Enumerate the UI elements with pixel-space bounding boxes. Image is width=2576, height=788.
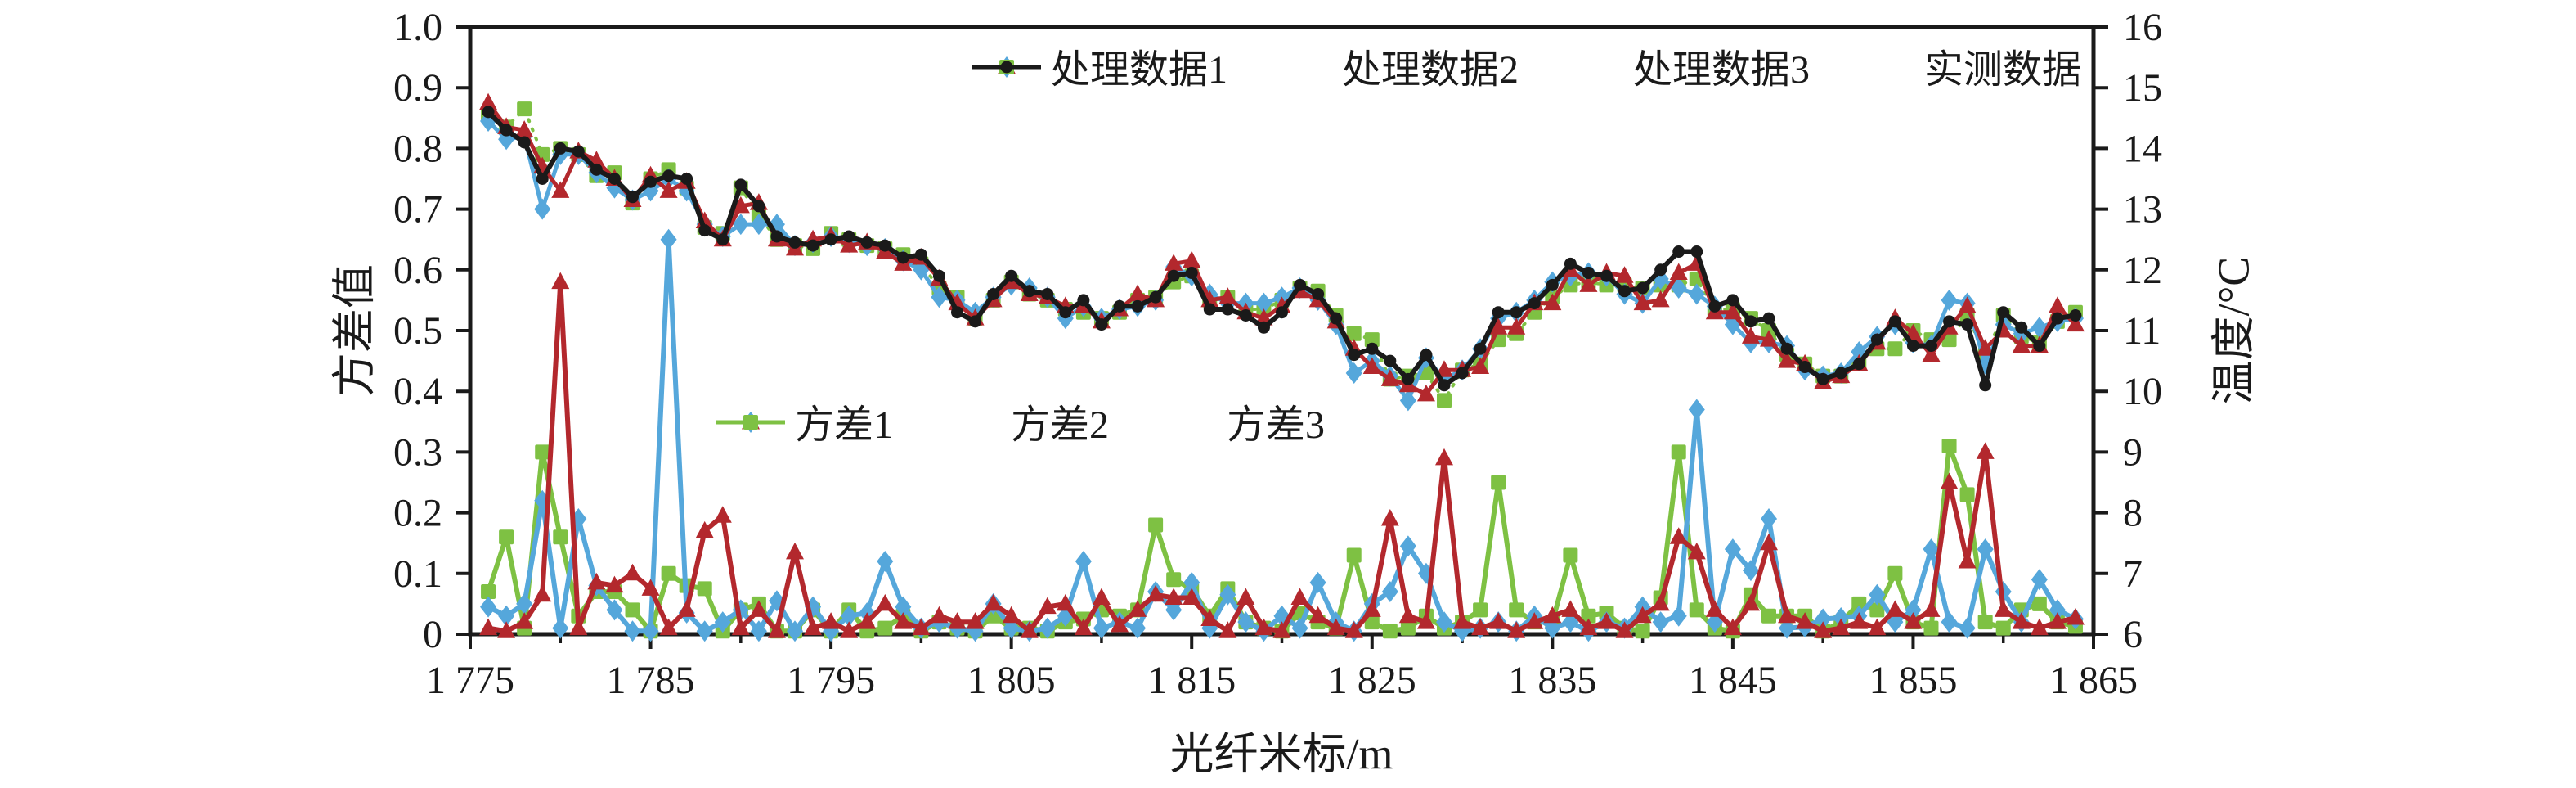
svg-text:1 855: 1 855 [1869,659,1957,702]
svg-text:0.2: 0.2 [393,492,442,535]
svg-text:0.4: 0.4 [393,370,442,413]
series-处理数据1 [479,92,2085,402]
svg-text:0.3: 0.3 [393,430,442,474]
svg-text:1 795: 1 795 [787,659,875,702]
svg-text:1 805: 1 805 [967,659,1056,702]
svg-text:0.8: 0.8 [393,127,442,170]
svg-text:1 825: 1 825 [1328,659,1416,702]
legend-variance: 方差1 方差2 方差3 [713,406,1325,445]
svg-text:14: 14 [2123,127,2162,170]
svg-text:0.1: 0.1 [393,552,442,596]
svg-text:0.6: 0.6 [393,249,442,292]
svg-text:1 865: 1 865 [2049,659,2138,702]
legend-label: 处理数据3 [1633,48,1811,92]
legend-item-measured: 实测数据 [972,48,2082,92]
svg-text:0.7: 0.7 [393,188,442,232]
legend-label: 处理数据2 [1342,48,1519,92]
legend-marker-circle-icon [972,54,1918,87]
svg-text:12: 12 [2123,249,2162,292]
svg-text:0.9: 0.9 [393,66,442,110]
x-axis-label: 光纤米标/m [1169,729,1393,779]
legend-item-variance-3: 方差3 [716,403,1326,447]
series-实测数据 [482,106,2082,392]
legend-marker-square-icon [972,54,1627,87]
legend-item-processed-2: 处理数据2 [972,48,1519,92]
svg-text:0: 0 [423,613,442,656]
svg-text:9: 9 [2123,430,2143,474]
svg-text:1 775: 1 775 [426,659,514,702]
svg-text:8: 8 [2123,492,2143,535]
legend-marker-square-icon [716,409,1220,442]
svg-text:1 785: 1 785 [607,659,695,702]
legend-label: 实测数据 [1924,48,2082,92]
svg-text:10: 10 [2123,370,2162,413]
legend-label: 方差2 [1011,403,1110,447]
svg-text:1.0: 1.0 [393,6,442,49]
legend-item-processed-3: 处理数据3 [972,48,1811,92]
svg-text:16: 16 [2123,6,2162,49]
y-axis-label-left: 方差值 [330,264,379,397]
series-处理数据3 [481,101,2083,408]
svg-text:11: 11 [2123,309,2161,353]
svg-text:7: 7 [2123,552,2143,596]
series-处理数据2 [480,110,2084,412]
svg-text:13: 13 [2123,188,2162,232]
svg-text:0.5: 0.5 [393,309,442,353]
legend-marker-diamond-icon [716,409,1004,442]
svg-text:1 815: 1 815 [1147,659,1236,702]
legend-label: 方差1 [795,403,894,447]
legend-marker-diamond-icon [972,54,1335,87]
y-axis-label-right: 温度/°C [2209,256,2259,405]
svg-text:1 835: 1 835 [1508,659,1596,702]
svg-text:1 845: 1 845 [1689,659,1777,702]
legend-label: 处理数据1 [1051,48,1228,92]
legend-temperature: 处理数据1 处理数据2 处理数据3 实测数据 [969,51,2081,90]
svg-text:6: 6 [2123,613,2143,656]
legend-label: 方差3 [1227,403,1326,447]
legend-item-variance-2: 方差2 [716,403,1110,447]
series-方差1 [479,272,2085,638]
svg-text:15: 15 [2123,66,2162,110]
